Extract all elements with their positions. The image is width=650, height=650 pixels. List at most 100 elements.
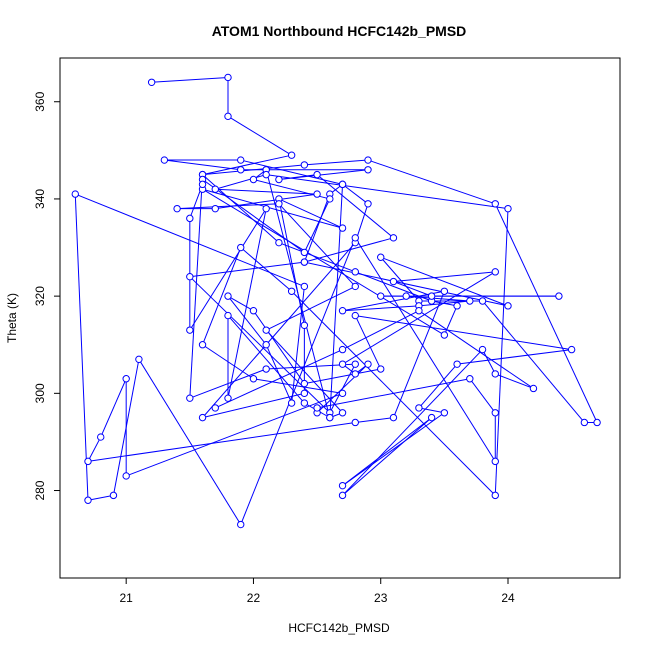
series-segment xyxy=(406,295,470,302)
data-point xyxy=(186,326,194,334)
series-segment xyxy=(240,237,356,525)
series-segment xyxy=(303,198,331,253)
data-point xyxy=(224,394,232,402)
series-segment xyxy=(265,344,293,404)
data-point xyxy=(326,413,334,422)
data-point xyxy=(351,234,359,242)
data-point xyxy=(147,78,156,86)
data-point xyxy=(84,457,92,466)
data-point xyxy=(300,248,309,257)
series-segment xyxy=(354,315,382,370)
series-segment xyxy=(265,329,343,414)
x-tick-label: 24 xyxy=(501,591,515,605)
data-point xyxy=(135,355,143,364)
data-point xyxy=(478,297,487,305)
data-point xyxy=(338,389,347,398)
data-point xyxy=(275,238,283,247)
data-point xyxy=(313,190,321,198)
x-axis: 21 22 23 24 xyxy=(120,578,515,605)
y-tick-label: 340 xyxy=(33,189,47,209)
data-point xyxy=(351,311,359,320)
data-point xyxy=(313,404,321,412)
series-segment xyxy=(291,286,305,404)
series-segment xyxy=(74,194,89,501)
series-segment xyxy=(418,300,470,307)
data-point xyxy=(338,491,347,500)
data-point xyxy=(224,292,232,300)
series-segment xyxy=(87,421,356,462)
data-point xyxy=(237,156,245,164)
series-segment xyxy=(278,242,356,273)
data-point xyxy=(351,370,359,378)
series-segment xyxy=(215,349,343,409)
data-point xyxy=(338,224,347,232)
data-point xyxy=(364,156,372,164)
series-segment xyxy=(495,373,534,389)
data-point xyxy=(427,413,436,422)
data-point xyxy=(224,112,232,121)
series-segment xyxy=(482,349,496,375)
y-tick-label: 360 xyxy=(33,91,47,111)
series-segment xyxy=(457,349,572,365)
series-segment xyxy=(469,378,496,414)
data-point xyxy=(287,399,296,407)
data-point xyxy=(300,379,309,388)
series-segment xyxy=(393,271,496,283)
data-point xyxy=(71,190,79,198)
data-point xyxy=(338,360,347,368)
series-segment xyxy=(303,193,331,263)
y-tick-label: 320 xyxy=(33,286,47,306)
series-segment xyxy=(227,208,267,399)
data-point xyxy=(275,175,283,184)
series-segment xyxy=(342,417,432,487)
series-segment xyxy=(266,174,509,210)
series-segment xyxy=(202,179,305,253)
series-segment xyxy=(329,184,344,418)
series-segment xyxy=(418,310,534,389)
series-segment xyxy=(304,159,369,166)
series-segment xyxy=(278,198,305,326)
series-segment xyxy=(265,285,356,331)
series-segment xyxy=(138,359,242,525)
data-point xyxy=(300,258,309,266)
data-point xyxy=(478,345,487,354)
data-point xyxy=(338,180,347,189)
series-segment xyxy=(278,203,356,287)
series-segment xyxy=(189,276,331,414)
data-point xyxy=(300,321,309,329)
data-point xyxy=(377,365,385,373)
plot-frame xyxy=(59,57,621,579)
data-point xyxy=(249,307,258,315)
data-point xyxy=(389,234,398,242)
data-point xyxy=(237,520,245,529)
data-point xyxy=(224,311,232,320)
data-point xyxy=(389,413,398,422)
data-point xyxy=(109,491,118,500)
data-point xyxy=(275,200,283,208)
series-segment xyxy=(342,417,432,496)
data-point xyxy=(326,195,334,203)
series-segment xyxy=(316,363,369,414)
data-point xyxy=(453,360,461,368)
series-segment xyxy=(202,344,254,380)
data-point xyxy=(593,418,601,427)
series-segment xyxy=(316,378,470,409)
data-point xyxy=(198,180,207,189)
series-segment xyxy=(392,291,445,418)
data-point xyxy=(198,413,207,422)
series-segment xyxy=(202,188,445,336)
data-point xyxy=(567,345,576,354)
series-segment xyxy=(240,247,292,292)
data-point xyxy=(351,418,359,427)
data-point xyxy=(262,365,270,373)
series-segment xyxy=(354,237,496,462)
data-point xyxy=(262,204,270,213)
series-segment xyxy=(342,310,420,351)
series-segment xyxy=(342,183,369,205)
data-point xyxy=(555,292,563,300)
data-point xyxy=(97,433,105,441)
series-segment xyxy=(355,417,394,423)
data-point xyxy=(491,457,499,466)
data-point xyxy=(351,268,359,276)
data-point xyxy=(237,166,245,174)
